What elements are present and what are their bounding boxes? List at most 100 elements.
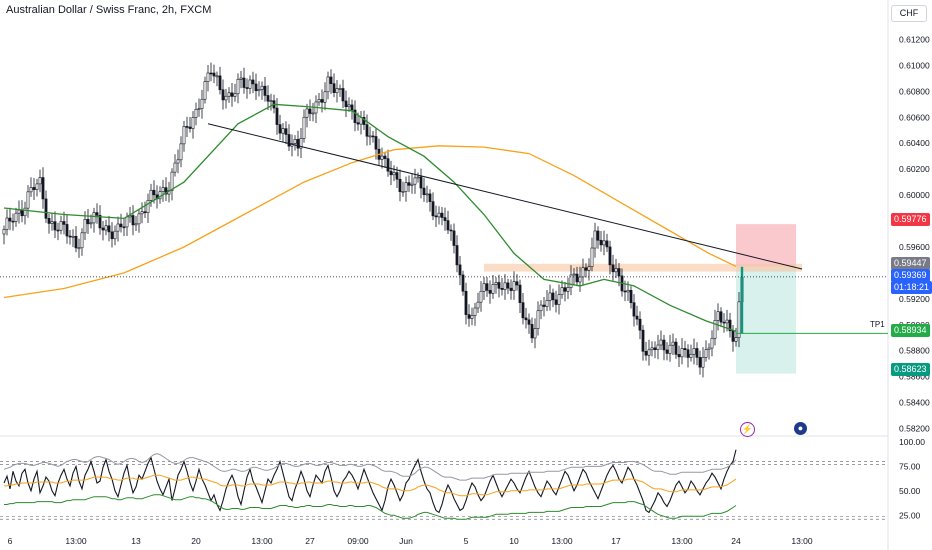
- candle-body: [113, 230, 117, 240]
- candle-body: [677, 354, 681, 358]
- candle-body: [722, 321, 726, 324]
- currency-selector[interactable]: CHF: [891, 5, 927, 22]
- candle-body: [143, 211, 147, 214]
- candle-body: [617, 268, 621, 277]
- candle-body: [413, 177, 417, 185]
- candle-body: [410, 183, 414, 186]
- candle-body: [20, 209, 24, 217]
- countdown-tag: 01:18:21: [891, 281, 932, 294]
- candle-body: [275, 107, 279, 125]
- candle-body: [491, 284, 495, 294]
- y-tick-label: 0.60200: [899, 164, 930, 174]
- candle-body: [401, 191, 405, 193]
- candle-body: [287, 134, 291, 147]
- candle-body: [215, 75, 219, 78]
- osc-y-tick-label: 25.00: [899, 510, 921, 520]
- candle-body: [125, 216, 129, 228]
- candle-body: [134, 223, 138, 226]
- x-tick-label: 24: [731, 536, 741, 546]
- candle-body: [449, 229, 453, 232]
- candle-body: [644, 350, 648, 356]
- y-tick-label: 0.58200: [899, 424, 930, 434]
- candle-body: [56, 229, 60, 232]
- candle-body: [695, 348, 699, 358]
- candle-body: [527, 319, 531, 325]
- candle-body: [332, 83, 336, 93]
- last-candle: [740, 266, 744, 334]
- candle-body: [476, 301, 480, 309]
- candle-body: [473, 307, 477, 316]
- candle-body: [230, 92, 234, 97]
- candle-body: [581, 267, 585, 278]
- candle-body: [395, 172, 399, 180]
- candle-body: [11, 220, 15, 223]
- candles: [2, 62, 744, 378]
- candle-body: [296, 139, 300, 149]
- candle-body: [509, 287, 513, 291]
- overlays: [0, 103, 888, 334]
- candle-body: [14, 212, 18, 222]
- candle-body: [200, 98, 204, 109]
- candle-body: [23, 207, 27, 217]
- candle-body: [398, 178, 402, 193]
- candle-body: [341, 88, 345, 102]
- candle-body: [719, 311, 723, 323]
- candle-body: [35, 183, 39, 190]
- fast-moving-average: [3, 103, 737, 332]
- candle-body: [140, 211, 144, 215]
- candle-body: [188, 126, 192, 129]
- candle-body: [530, 324, 534, 339]
- candle-body: [59, 221, 63, 231]
- candle-body: [446, 220, 450, 231]
- candle-body: [464, 290, 468, 315]
- candle-body: [548, 292, 552, 301]
- candle-body: [116, 223, 120, 232]
- candle-body: [344, 100, 348, 108]
- candle-body: [176, 159, 180, 164]
- lightning-icon[interactable]: ⚡: [740, 422, 755, 437]
- candle-body: [593, 230, 597, 249]
- candle-body: [29, 187, 33, 193]
- y-tick-label: 0.60600: [899, 112, 930, 122]
- candle-body: [470, 315, 474, 319]
- candle-body: [422, 187, 426, 195]
- candle-body: [218, 75, 222, 91]
- candle-body: [170, 171, 174, 191]
- candle-body: [206, 72, 210, 82]
- tp1-label: TP1: [870, 320, 885, 329]
- flag-icon[interactable]: ●: [794, 422, 807, 435]
- candle-body: [710, 337, 714, 349]
- x-tick-label: 13:00: [65, 536, 87, 546]
- candle-body: [392, 172, 396, 176]
- candle-body: [173, 162, 177, 173]
- slow-moving-average: [3, 145, 737, 299]
- candle-body: [50, 221, 54, 224]
- candle-body: [587, 266, 591, 271]
- candle-body: [44, 198, 48, 219]
- candle-body: [626, 289, 630, 293]
- x-tick-label: 5: [464, 536, 469, 546]
- candle-body: [239, 77, 243, 80]
- candle-body: [542, 304, 546, 307]
- y-tick-label: 0.60000: [899, 190, 930, 200]
- osc-series-line: [3, 449, 737, 514]
- candle-body: [452, 230, 456, 246]
- candle-body: [521, 302, 525, 319]
- candle-body: [539, 304, 543, 312]
- candle-body: [629, 289, 633, 303]
- candle-body: [458, 264, 462, 276]
- x-tick-label: 13:00: [791, 536, 813, 546]
- candle-body: [5, 217, 9, 230]
- candle-body: [197, 108, 201, 110]
- candle-body: [323, 91, 327, 103]
- candle-body: [575, 273, 579, 283]
- tp1-price-tag: 0.58934: [891, 324, 930, 337]
- candle-body: [647, 349, 651, 356]
- candle-body: [347, 104, 351, 108]
- candle-body: [104, 225, 108, 231]
- candle-body: [71, 235, 75, 238]
- candle-body: [443, 217, 447, 221]
- candle-body: [95, 212, 99, 216]
- candle-body: [254, 83, 258, 92]
